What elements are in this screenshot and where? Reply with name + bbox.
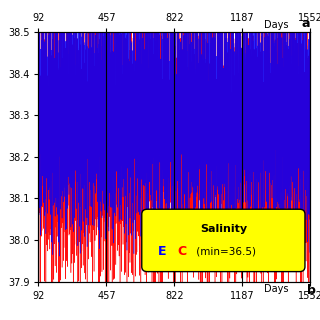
- Text: C: C: [177, 245, 186, 259]
- Text: Salinity: Salinity: [200, 224, 247, 234]
- Text: Days: Days: [264, 20, 289, 29]
- Text: E: E: [158, 245, 167, 259]
- FancyBboxPatch shape: [142, 209, 305, 272]
- Text: b: b: [307, 284, 316, 297]
- Text: (min=36.5): (min=36.5): [194, 247, 256, 257]
- Text: a: a: [302, 17, 310, 29]
- Text: Days: Days: [264, 284, 289, 294]
